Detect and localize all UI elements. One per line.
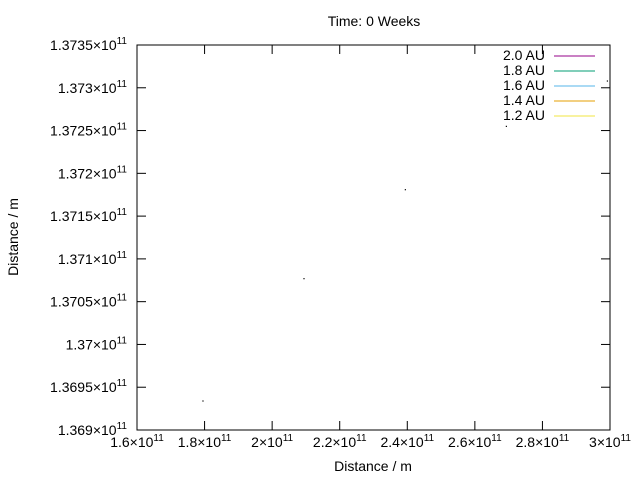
y-tick-label: 1.372×1011 [58, 164, 128, 181]
x-tick-label: 2×1011 [251, 433, 293, 450]
data-point-series-4 [202, 400, 204, 402]
x-tick-label: 1.8×1011 [178, 433, 232, 450]
plot-area [136, 44, 611, 431]
x-tick-label: 2.2×1011 [313, 433, 367, 450]
legend-entry-label: 1.8 AU [503, 62, 545, 78]
y-axis: 1.3735×1011 1.373×1011 1.3725×1011 1.372×10… [50, 36, 610, 438]
chart-title: Time: 0 Weeks [328, 13, 421, 29]
y-tick-label: 1.3725×1011 [50, 122, 127, 139]
plot-border [136, 44, 611, 431]
y-tick-label: 1.3715×1011 [50, 207, 127, 224]
legend-entry-label: 2.0 AU [503, 47, 545, 63]
x-tick-label: 2.8×1011 [516, 433, 570, 450]
legend: 2.0 AU1.8 AU1.6 AU1.4 AU1.2 AU [503, 47, 595, 123]
y-tick-label: 1.37×1011 [66, 335, 128, 352]
data-points [202, 80, 608, 402]
x-axis-label: Distance / m [334, 458, 412, 474]
y-tick-label: 1.371×1011 [58, 250, 128, 267]
legend-entry-label: 1.2 AU [503, 107, 545, 123]
y-tick-label: 1.3695×1011 [50, 378, 127, 395]
y-tick-label: 1.373×1011 [58, 79, 128, 96]
y-tick-label: 1.369×1011 [58, 421, 128, 438]
x-tick-label: 2.6×1011 [448, 433, 502, 450]
x-tick-label: 3×1011 [589, 433, 631, 450]
x-tick-label: 1.6×1011 [110, 433, 164, 450]
legend-entry-label: 1.6 AU [503, 77, 545, 93]
y-tick-label: 1.3735×1011 [50, 36, 127, 53]
legend-entry-label: 1.4 AU [503, 92, 545, 108]
data-point-series-3 [303, 278, 305, 280]
x-tick-label: 2.4×1011 [380, 433, 434, 450]
y-tick-label: 1.3705×1011 [50, 293, 127, 310]
data-point-series-2 [404, 189, 406, 191]
data-point-series-0 [606, 80, 608, 82]
y-axis-label: Distance / m [5, 198, 21, 276]
data-point-series-1 [505, 125, 507, 127]
x-axis: 1.6×1011 1.8×1011 2×1011 2.2×1011 2.4×1011 2.… [110, 45, 631, 450]
